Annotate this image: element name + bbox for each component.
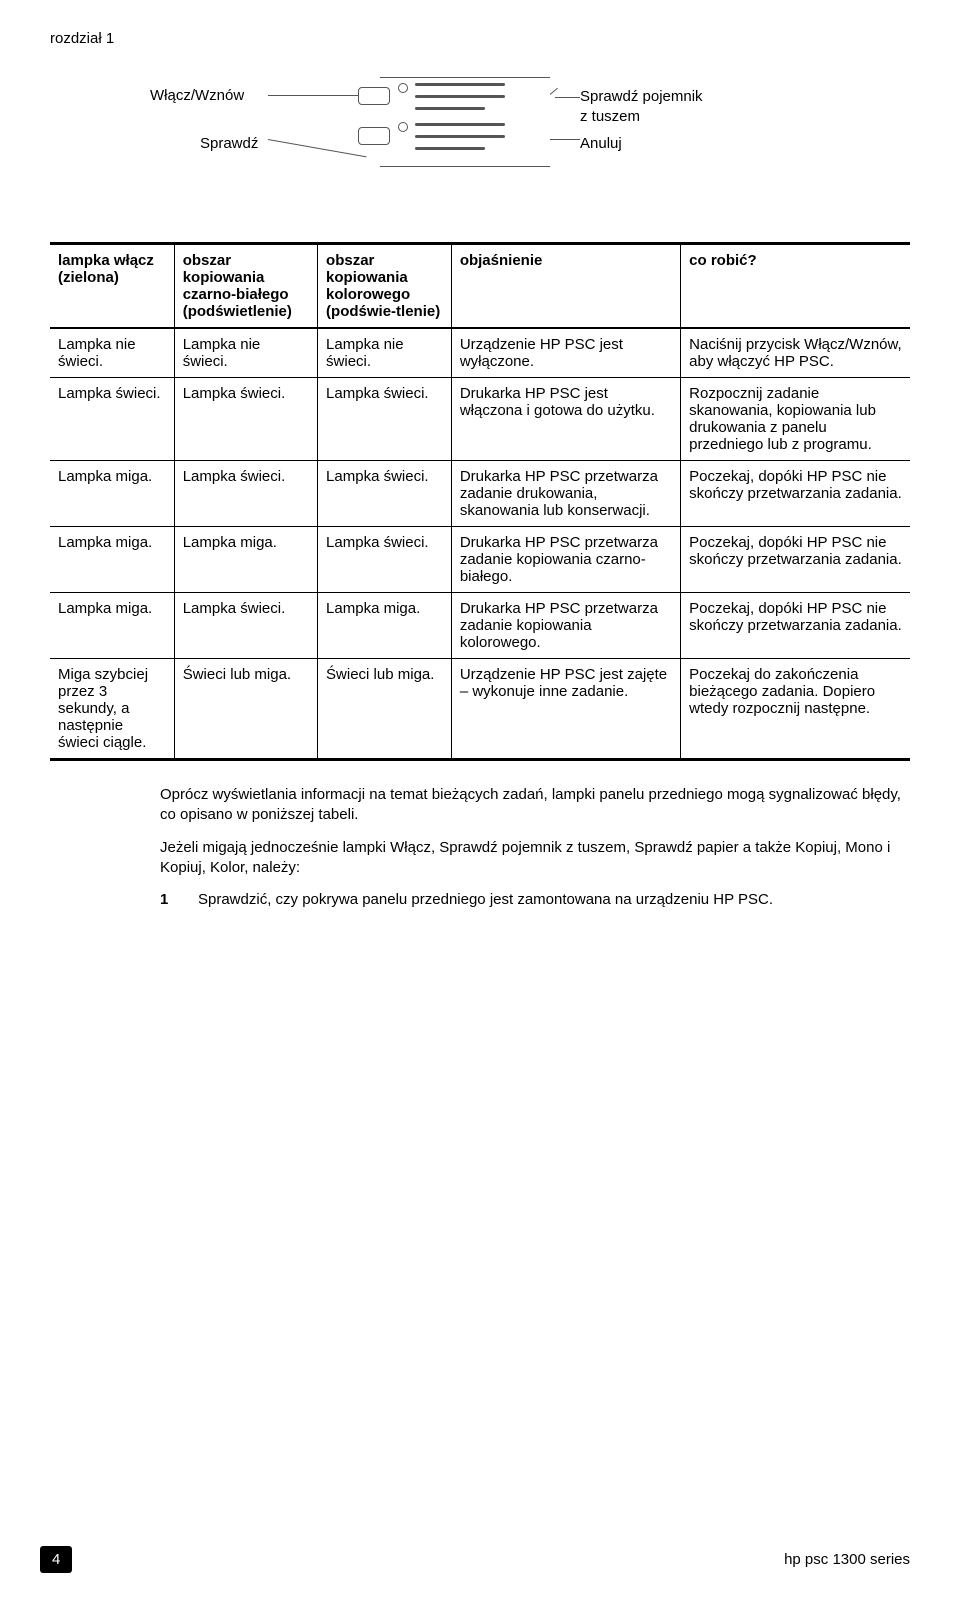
table-row: Lampka miga. Lampka miga. Lampka świeci.… xyxy=(50,527,910,593)
table-cell: Poczekaj, dopóki HP PSC nie skończy prze… xyxy=(681,527,910,593)
table-cell: Urządzenie HP PSC jest zajęte – wykonuje… xyxy=(451,659,680,760)
table-cell: Lampka nie świeci. xyxy=(318,328,452,378)
body-text-block: Oprócz wyświetlania informacji na temat … xyxy=(160,785,910,910)
device-illustration xyxy=(330,77,530,167)
table-cell: Lampka świeci. xyxy=(318,527,452,593)
table-cell: Lampka miga. xyxy=(50,461,174,527)
table-header-row: lampka włącz (zielona) obszar kopiowania… xyxy=(50,244,910,329)
table-header: co robić? xyxy=(681,244,910,329)
table-cell: Lampka świeci. xyxy=(318,461,452,527)
leader-line xyxy=(550,88,558,95)
table-cell: Lampka miga. xyxy=(50,527,174,593)
diagram-label-check: Sprawdź xyxy=(200,135,258,152)
table-header: lampka włącz (zielona) xyxy=(50,244,174,329)
status-lights-table: lampka włącz (zielona) obszar kopiowania… xyxy=(50,242,910,761)
diagram-label-cartridge: Sprawdź pojemnik z tuszem xyxy=(580,87,703,126)
list-text: Sprawdzić, czy pokrywa panelu przedniego… xyxy=(198,890,773,910)
table-header: obszar kopiowania kolorowego (podświe-tl… xyxy=(318,244,452,329)
diagram-label-power: Włącz/Wznów xyxy=(150,87,244,104)
table-cell: Lampka świeci. xyxy=(174,593,317,659)
paragraph: Oprócz wyświetlania informacji na temat … xyxy=(160,785,910,826)
chapter-label: rozdział 1 xyxy=(50,30,910,47)
table-cell: Naciśnij przycisk Włącz/Wznów, aby włącz… xyxy=(681,328,910,378)
table-cell: Lampka miga. xyxy=(50,593,174,659)
table-cell: Lampka świeci. xyxy=(318,378,452,461)
table-header: objaśnienie xyxy=(451,244,680,329)
table-header: obszar kopiowania czarno-białego (podświ… xyxy=(174,244,317,329)
table-cell: Świeci lub miga. xyxy=(174,659,317,760)
table-row: Miga szybciej przez 3 sekundy, a następn… xyxy=(50,659,910,760)
diagram-label-cancel: Anuluj xyxy=(580,135,622,152)
leader-line xyxy=(555,97,580,98)
table-cell: Drukarka HP PSC przetwarza zadanie druko… xyxy=(451,461,680,527)
table-cell: Lampka świeci. xyxy=(50,378,174,461)
table-cell: Miga szybciej przez 3 sekundy, a następn… xyxy=(50,659,174,760)
table-cell: Lampka miga. xyxy=(174,527,317,593)
table-cell: Lampka nie świeci. xyxy=(50,328,174,378)
page-footer: 4 hp psc 1300 series xyxy=(40,1546,910,1573)
table-cell: Rozpocznij zadanie skanowania, kopiowani… xyxy=(681,378,910,461)
table-row: Lampka nie świeci. Lampka nie świeci. La… xyxy=(50,328,910,378)
table-cell: Drukarka HP PSC przetwarza zadanie kopio… xyxy=(451,593,680,659)
table-row: Lampka świeci. Lampka świeci. Lampka świ… xyxy=(50,378,910,461)
table-cell: Lampka nie świeci. xyxy=(174,328,317,378)
table-cell: Świeci lub miga. xyxy=(318,659,452,760)
table-cell: Lampka miga. xyxy=(318,593,452,659)
table-row: Lampka miga. Lampka świeci. Lampka świec… xyxy=(50,461,910,527)
list-number: 1 xyxy=(160,890,178,910)
table-cell: Lampka świeci. xyxy=(174,461,317,527)
table-cell: Drukarka HP PSC jest włączona i gotowa d… xyxy=(451,378,680,461)
page-number: 4 xyxy=(40,1546,72,1573)
table-row: Lampka miga. Lampka świeci. Lampka miga.… xyxy=(50,593,910,659)
table-cell: Poczekaj do zakończenia bieżącego zadani… xyxy=(681,659,910,760)
device-diagram: Włącz/Wznów Sprawdź Sprawdź pojemnik z t… xyxy=(130,77,910,227)
table-cell: Poczekaj, dopóki HP PSC nie skończy prze… xyxy=(681,461,910,527)
numbered-list-item: 1 Sprawdzić, czy pokrywa panelu przednie… xyxy=(160,890,910,910)
leader-line xyxy=(550,139,580,140)
table-cell: Drukarka HP PSC przetwarza zadanie kopio… xyxy=(451,527,680,593)
table-cell: Lampka świeci. xyxy=(174,378,317,461)
product-series: hp psc 1300 series xyxy=(784,1551,910,1568)
table-cell: Poczekaj, dopóki HP PSC nie skończy prze… xyxy=(681,593,910,659)
table-cell: Urządzenie HP PSC jest wyłączone. xyxy=(451,328,680,378)
paragraph: Jeżeli migają jednocześnie lampki Włącz,… xyxy=(160,838,910,879)
